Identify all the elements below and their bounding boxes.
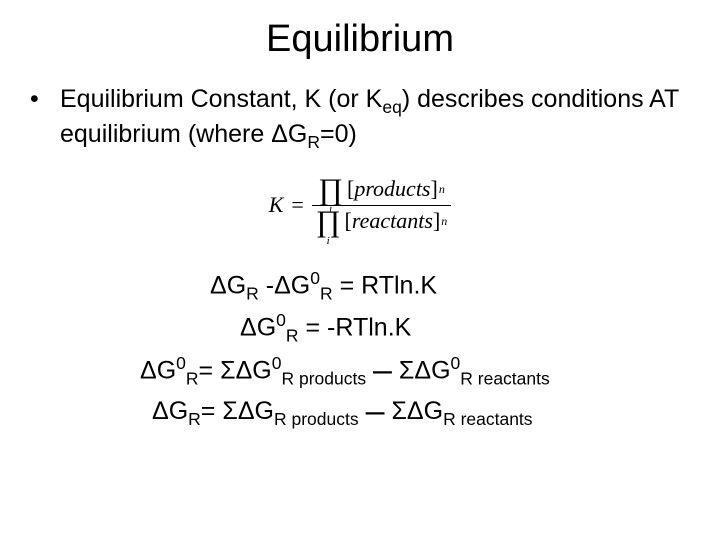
d9: Δ [407, 397, 424, 425]
g5: G [252, 356, 271, 384]
delta-1: Δ [271, 120, 288, 148]
bullet-pre: Equilibrium Constant, K (or K [60, 85, 382, 113]
equation-line-2: ΔG0R = -RTln.K [140, 307, 690, 349]
d5: Δ [236, 356, 253, 384]
prod-glyph-top: ∏ [318, 173, 343, 206]
rbracket-bot: ] [433, 208, 440, 234]
lbracket-bot: [ [345, 208, 352, 234]
rbracket-top: ] [431, 176, 438, 202]
z3: 0 [176, 353, 186, 373]
r5: R [281, 368, 294, 388]
eq2: = [305, 314, 320, 342]
equation-line-3: ΔG0R= ΣΔG0R products – ΣΔG0R reactants [140, 350, 690, 392]
s1: Σ [220, 356, 235, 384]
formula-K: K [269, 192, 284, 218]
bullet-text: Equilibrium Constant, K (or Keq) describ… [60, 83, 690, 154]
z4: 0 [272, 353, 282, 373]
exp-bot: n [441, 214, 447, 229]
r3: R [286, 326, 299, 346]
bullet-item: • Equilibrium Constant, K (or Keq) descr… [30, 83, 690, 154]
g-1: G [288, 120, 307, 148]
r2: R [320, 283, 333, 303]
d1: Δ [210, 271, 227, 299]
products-word: products [354, 176, 430, 202]
sub-eq: eq [382, 97, 401, 117]
fraction-numerator: ∏ i [ products]n [314, 174, 449, 205]
d4: Δ [140, 356, 157, 384]
bullet-tail: =0) [320, 120, 357, 148]
z2: 0 [276, 310, 286, 330]
d2: Δ [274, 271, 291, 299]
prod-symbol-top: ∏ i [318, 176, 343, 203]
g7: G [169, 397, 188, 425]
d6: Δ [414, 356, 431, 384]
formula-equals: = [291, 192, 303, 218]
formula-fraction: ∏ i [ products]n ∏ i [reactants]n [312, 174, 451, 237]
s2: Σ [399, 356, 414, 384]
eq1: = [340, 271, 355, 299]
z5: 0 [451, 353, 461, 373]
d7: Δ [152, 397, 169, 425]
s3: Σ [222, 397, 237, 425]
r4: R [186, 368, 199, 388]
g4: G [157, 356, 176, 384]
m1: - [266, 271, 274, 299]
r1: R [246, 283, 259, 303]
g6: G [431, 356, 450, 384]
p1: products [294, 368, 366, 388]
slide-title: Equilibrium [30, 18, 690, 61]
subr-1: R [307, 132, 320, 152]
re1: reactants [473, 368, 550, 388]
prod-symbol-bot: ∏ i [316, 208, 341, 235]
z1: 0 [310, 268, 320, 288]
exp-top: n [439, 182, 445, 197]
p2: products [287, 409, 359, 429]
g3: G [257, 314, 276, 342]
d3: Δ [240, 314, 257, 342]
s4: Σ [391, 397, 406, 425]
rt2: -RTln.K [320, 314, 411, 342]
g2: G [291, 271, 310, 299]
d8: Δ [238, 397, 255, 425]
g1: G [227, 271, 246, 299]
g8: G [255, 397, 274, 425]
equilibrium-formula: K = ∏ i [ products]n ∏ i [reactants]n [30, 174, 690, 237]
equation-line-1: ΔGR -ΔG0R = RTln.K [140, 265, 690, 307]
equation-block: ΔGR -ΔG0R = RTln.K ΔG0R = -RTln.K ΔG0R= … [30, 265, 690, 433]
r6: R [460, 368, 473, 388]
re2: reactants [456, 409, 533, 429]
r9: R [443, 409, 456, 429]
fraction-denominator: ∏ i [reactants]n [312, 206, 451, 237]
r7: R [188, 409, 201, 429]
bullet-marker: • [30, 83, 60, 154]
reactants-word: reactants [352, 208, 433, 234]
rt1: RTln.K [354, 271, 437, 299]
r8: R [274, 409, 287, 429]
prod-index-bot: i [327, 237, 330, 247]
eq3: = [199, 356, 214, 384]
prod-glyph-bot: ∏ [316, 205, 341, 238]
g9: G [424, 397, 443, 425]
eq4: = [201, 397, 216, 425]
equation-line-4: ΔGR= ΣΔGR products – ΣΔGR reactants [140, 392, 690, 433]
